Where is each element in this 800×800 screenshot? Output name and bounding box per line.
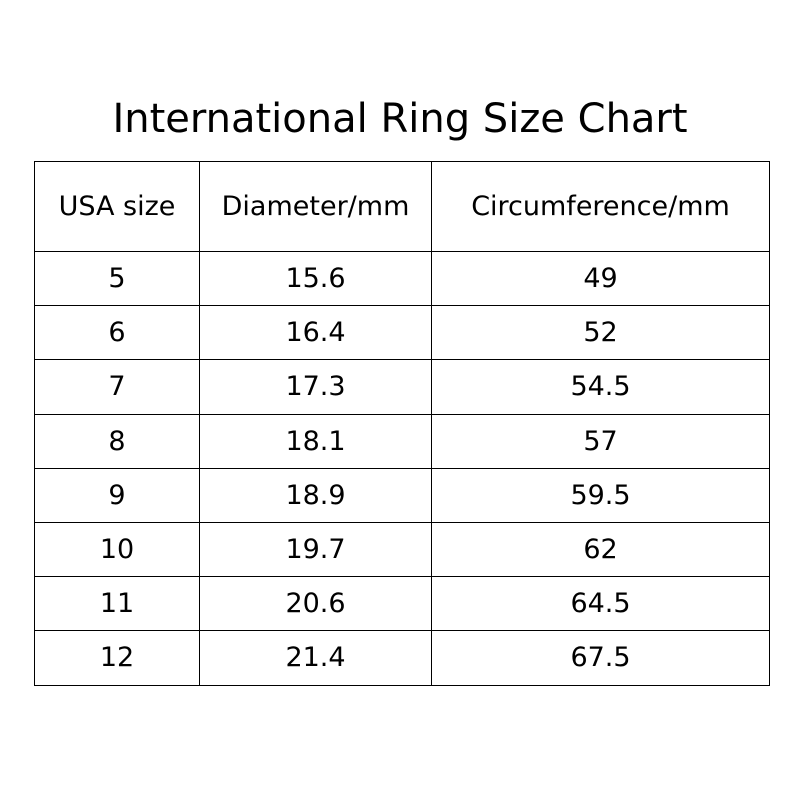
table-cell: 18.9 [199, 467, 432, 523]
table-cell: 64.5 [431, 576, 770, 632]
table-cell: 59.5 [431, 467, 770, 523]
table-row: 11 20.6 64.5 [34, 576, 770, 632]
table-row: 9 18.9 59.5 [34, 467, 770, 523]
table-cell: 10 [34, 521, 200, 578]
table-row: 6 16.4 52 [34, 305, 770, 361]
table-cell: 57 [431, 413, 770, 469]
table-row: 5 15.6 49 [34, 250, 770, 307]
table-cell: 67.5 [431, 630, 770, 686]
table-cell: 15.6 [199, 250, 432, 307]
table-cell: 19.7 [199, 521, 432, 578]
table-cell: 5 [34, 250, 200, 307]
table-cell: 16.4 [199, 305, 432, 361]
table-cell: 8 [34, 413, 200, 469]
table-cell: 9 [34, 467, 200, 523]
table-cell: 54.5 [431, 359, 770, 415]
table-row: 7 17.3 54.5 [34, 359, 770, 415]
table-cell: 49 [431, 250, 770, 307]
table-cell: 20.6 [199, 576, 432, 632]
table-row: 12 21.4 67.5 [34, 630, 770, 686]
table-cell: 17.3 [199, 359, 432, 415]
table-cell: 18.1 [199, 413, 432, 469]
ring-size-table: USA size Diameter/mm Circumference/mm 5 15.… [34, 161, 770, 686]
table-cell: 21.4 [199, 630, 432, 686]
table-cell: 6 [34, 305, 200, 361]
column-header: Diameter/mm [199, 161, 432, 252]
table-cell: 11 [34, 576, 200, 632]
header-row: USA size Diameter/mm Circumference/mm [34, 161, 770, 252]
table-body: 5 15.6 49 6 16.4 52 7 17.3 54.5 8 18.1 57 9 18.9 59.5 1… [34, 250, 770, 686]
table-cell: 12 [34, 630, 200, 686]
table-cell: 52 [431, 305, 770, 361]
table-row: 10 19.7 62 [34, 521, 770, 578]
column-header: USA size [34, 161, 200, 252]
table-row: 8 18.1 57 [34, 413, 770, 469]
table-cell: 62 [431, 521, 770, 578]
title: International Ring Size Chart [112, 96, 688, 142]
table-cell: 7 [34, 359, 200, 415]
column-header: Circumference/mm [431, 161, 770, 252]
